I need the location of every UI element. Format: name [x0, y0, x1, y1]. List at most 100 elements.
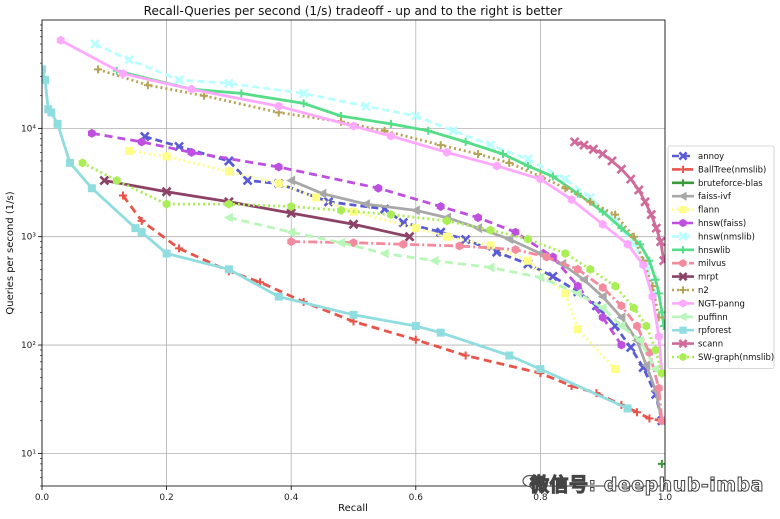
data-point: [588, 144, 599, 155]
series-scann: [569, 136, 665, 266]
data-point: [361, 101, 371, 112]
data-point: [650, 364, 660, 375]
data-point: [174, 74, 184, 85]
data-point: [379, 248, 389, 259]
data-point: [567, 195, 576, 205]
x-tick-label: 0.0: [35, 493, 50, 503]
data-point: [199, 91, 208, 100]
data-point: [349, 310, 358, 319]
data-point: [654, 332, 663, 341]
data-point: [474, 149, 483, 158]
data-point: [678, 339, 688, 349]
data-point: [443, 216, 451, 226]
data-point: [42, 65, 46, 74]
data-point: [679, 165, 687, 173]
data-point: [505, 158, 514, 167]
data-point: [399, 239, 408, 249]
data-point: [94, 65, 103, 74]
data-point: [523, 161, 532, 170]
legend-label: milvus: [698, 259, 726, 269]
y-tick-label: 10¹: [21, 449, 36, 459]
data-point: [374, 183, 383, 193]
data-point: [99, 175, 110, 186]
series-line-sw-graph-nmslib: [81, 161, 664, 374]
data-point: [492, 161, 501, 171]
data-point: [573, 325, 582, 334]
data-point: [349, 238, 358, 248]
data-point: [611, 281, 620, 291]
data-point: [223, 212, 233, 223]
data-point: [505, 351, 514, 360]
legend-entry: NGT-panng: [672, 299, 745, 309]
data-point: [274, 292, 283, 301]
data-point: [125, 146, 134, 155]
data-point: [651, 223, 662, 234]
data-point: [524, 234, 532, 244]
plot-area: [42, 35, 665, 468]
data-point: [598, 283, 607, 292]
data-point: [561, 249, 570, 258]
legend-box: [667, 145, 775, 369]
data-point: [162, 249, 171, 258]
data-point: [658, 416, 665, 426]
data-point: [586, 197, 595, 206]
data-point: [436, 141, 445, 150]
data-point: [436, 328, 445, 337]
data-point: [679, 299, 687, 308]
data-point: [410, 111, 421, 121]
data-point: [641, 360, 651, 371]
legend-entry: BallTree(nmslib): [672, 165, 766, 175]
data-point: [579, 140, 589, 151]
series-flann: [125, 146, 620, 374]
data-point: [360, 199, 370, 210]
legend-label: hnsw(faiss): [698, 219, 746, 229]
series-line-n2: [97, 68, 661, 318]
data-point: [645, 348, 654, 358]
series-rpforest: [42, 65, 632, 413]
data-point: [639, 260, 648, 270]
data-point: [287, 237, 296, 247]
data-point: [66, 158, 75, 167]
data-point: [162, 152, 171, 161]
data-point: [651, 345, 660, 355]
data-point: [137, 216, 146, 225]
data-point: [224, 167, 233, 176]
y-axis-ticks: 10¹ 10² 10³ 10⁴: [21, 24, 42, 487]
data-point: [225, 199, 233, 209]
data-point: [597, 302, 607, 313]
legend-entry: rpforest: [672, 326, 732, 336]
data-point: [175, 244, 184, 253]
data-point: [387, 210, 395, 220]
legend-entry: puffinn: [672, 312, 728, 323]
data-point: [655, 236, 665, 247]
data-point: [635, 335, 645, 346]
data-point: [486, 225, 495, 235]
data-point: [411, 321, 420, 330]
data-point: [286, 208, 297, 219]
data-point: [162, 199, 171, 209]
wechat-icon: [522, 474, 543, 491]
data-point: [274, 101, 283, 111]
y-tick-label: 10³: [21, 233, 36, 243]
data-point: [523, 256, 532, 265]
data-point: [535, 272, 545, 283]
series-line-mrpt: [104, 179, 410, 239]
data-point: [387, 131, 395, 141]
data-point: [598, 312, 607, 322]
data-point: [461, 351, 470, 360]
data-point: [511, 227, 520, 237]
x-tick-label: 0.8: [533, 493, 548, 503]
legend-entry: SW-graph(nmslib): [672, 352, 774, 363]
data-point: [443, 147, 451, 157]
data-point: [579, 274, 589, 285]
legend-label: faiss-ivf: [698, 192, 732, 202]
watermark-text: 微信号: deephub-imba: [530, 474, 764, 497]
data-point: [630, 303, 638, 313]
legend-entry: bruteforce-blas: [672, 179, 763, 189]
data-point: [646, 209, 657, 220]
x-tick-label: 0.6: [409, 493, 424, 503]
data-point: [474, 213, 482, 223]
legend-label: mrpt: [698, 273, 719, 283]
legend-label: puffinn: [698, 313, 728, 323]
data-point: [678, 231, 688, 241]
